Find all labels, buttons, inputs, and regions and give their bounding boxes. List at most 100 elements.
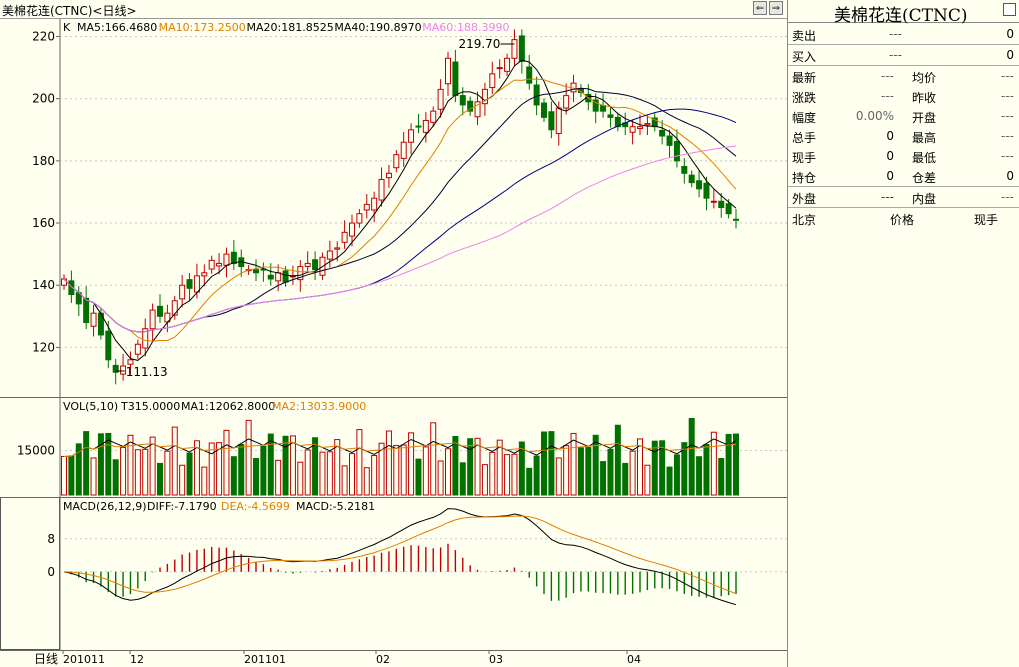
x-axis-label: 02 xyxy=(376,653,390,666)
volume-total: T315.0000 xyxy=(120,400,180,413)
candle-body xyxy=(341,231,348,243)
sell-label: 卖出 xyxy=(792,29,817,43)
ma60-line xyxy=(63,145,737,333)
nav-right-button[interactable]: ⇒ xyxy=(769,1,783,15)
volume-bar xyxy=(555,457,562,496)
outer-label: 外盘 xyxy=(792,192,817,206)
candle-body xyxy=(363,203,370,211)
quote-grid-row: 涨跌 --- 昨收 --- xyxy=(788,86,1019,106)
macd-header: MACD(26,12,9) xyxy=(63,500,147,513)
nav-left-button[interactable]: ⇐ xyxy=(753,1,767,15)
x-axis-label: 201011 xyxy=(63,653,105,666)
quote-grid-row: 总手 0 最高 --- xyxy=(788,126,1019,146)
volume-ma10-line xyxy=(63,441,737,457)
candle-body xyxy=(422,119,429,133)
candle-body xyxy=(703,182,710,199)
candle-body xyxy=(725,203,732,215)
volume-bar xyxy=(452,436,459,496)
volume-bar xyxy=(105,432,112,496)
candle-body xyxy=(356,213,363,224)
tick-header-row: 北京 价格 现手 xyxy=(788,208,1019,228)
volume-bar xyxy=(61,455,67,496)
volume-bar xyxy=(112,459,119,496)
panel-toggle-button[interactable] xyxy=(1003,3,1016,16)
candle-body xyxy=(400,141,407,159)
high-value: --- xyxy=(1001,129,1014,143)
sell-row: 卖出 --- 0 xyxy=(788,24,1019,44)
volume-bar xyxy=(651,440,658,496)
volume-bar xyxy=(408,432,415,496)
candle-body xyxy=(659,129,666,137)
volume-bar xyxy=(97,433,104,496)
volume-bar xyxy=(673,454,680,496)
divider xyxy=(788,186,1019,187)
period-label: 日线 xyxy=(34,652,58,666)
volume-bar xyxy=(481,464,488,496)
volume-bar xyxy=(518,441,525,496)
quote-grid-row: 持仓 0 仓差 0 xyxy=(788,166,1019,186)
candle-body xyxy=(193,275,200,293)
candle-body xyxy=(179,284,186,300)
buy-label: 买入 xyxy=(792,50,817,64)
candle-body xyxy=(430,110,437,123)
volume-bar xyxy=(157,462,163,496)
ma5-line xyxy=(63,59,737,361)
volume-bar xyxy=(134,449,141,496)
macd-tick-label: 0 xyxy=(47,565,55,579)
volume-bar xyxy=(326,451,333,496)
range-label: 幅度 xyxy=(792,111,817,125)
outer-value: --- xyxy=(881,190,894,204)
title-bar: 美棉花连(CTNC)<日线> ⇐ ⇒ xyxy=(0,0,787,18)
volume-bar xyxy=(267,433,274,496)
volume-bar xyxy=(164,450,171,496)
position-change-label: 仓差 xyxy=(912,171,937,185)
volume-bar xyxy=(297,461,304,496)
ma20-line xyxy=(63,87,737,333)
volume-bar xyxy=(629,450,636,496)
position-change-value: 0 xyxy=(1006,169,1014,183)
candle-body xyxy=(378,179,385,201)
candle-body xyxy=(326,250,333,260)
candle-body xyxy=(696,180,703,190)
tick-header-price: 价格 xyxy=(890,213,915,227)
macd-diff: DIFF:-7.1790 xyxy=(147,500,217,513)
x-axis-label: 201101 xyxy=(244,653,286,666)
candle-body xyxy=(216,262,223,267)
range-value: 0.00% xyxy=(855,109,894,123)
macd-value: MACD:-5.2181 xyxy=(296,500,375,513)
volume-bar xyxy=(378,442,385,496)
candle-body xyxy=(541,102,547,118)
volume-bar xyxy=(304,449,311,496)
volume-bar xyxy=(245,419,252,496)
candle-body xyxy=(733,218,739,221)
sell-volume: 0 xyxy=(1006,27,1014,41)
ma-legend-2: MA20:181.8525 xyxy=(247,21,334,34)
volume-bar xyxy=(733,433,739,496)
quote-grid-row: 现手 0 最低 --- xyxy=(788,146,1019,166)
volume-bar xyxy=(319,451,326,496)
volume-bar xyxy=(238,443,245,496)
latest-label: 最新 xyxy=(792,71,817,85)
tick-header-location: 北京 xyxy=(792,213,817,227)
volume-bar xyxy=(622,462,629,496)
quote-title-bar: 美棉花连(CTNC) xyxy=(788,0,1019,26)
total-volume-label: 总手 xyxy=(792,131,817,145)
change-value: --- xyxy=(881,89,894,103)
low-value: --- xyxy=(1001,149,1014,163)
ma40-line xyxy=(63,108,737,333)
volume-bar xyxy=(193,440,200,496)
candle-body xyxy=(186,279,193,289)
candle-body xyxy=(208,259,215,270)
volume-bar xyxy=(710,431,717,496)
candle-body xyxy=(437,88,444,110)
candle-body xyxy=(600,105,607,112)
volume-bar xyxy=(570,432,577,496)
volume-bar xyxy=(666,466,673,496)
total-volume-value: 0 xyxy=(886,129,894,143)
macd-dea: DEA:-4.5699 xyxy=(221,500,290,513)
divider xyxy=(788,207,1019,208)
candle-body xyxy=(710,200,717,203)
candle-body xyxy=(371,197,378,211)
open-label: 开盘 xyxy=(912,111,937,125)
quote-panel: 美棉花连(CTNC) 卖出 --- 0 买入 --- 0 最新 --- 均价 -… xyxy=(787,0,1019,667)
